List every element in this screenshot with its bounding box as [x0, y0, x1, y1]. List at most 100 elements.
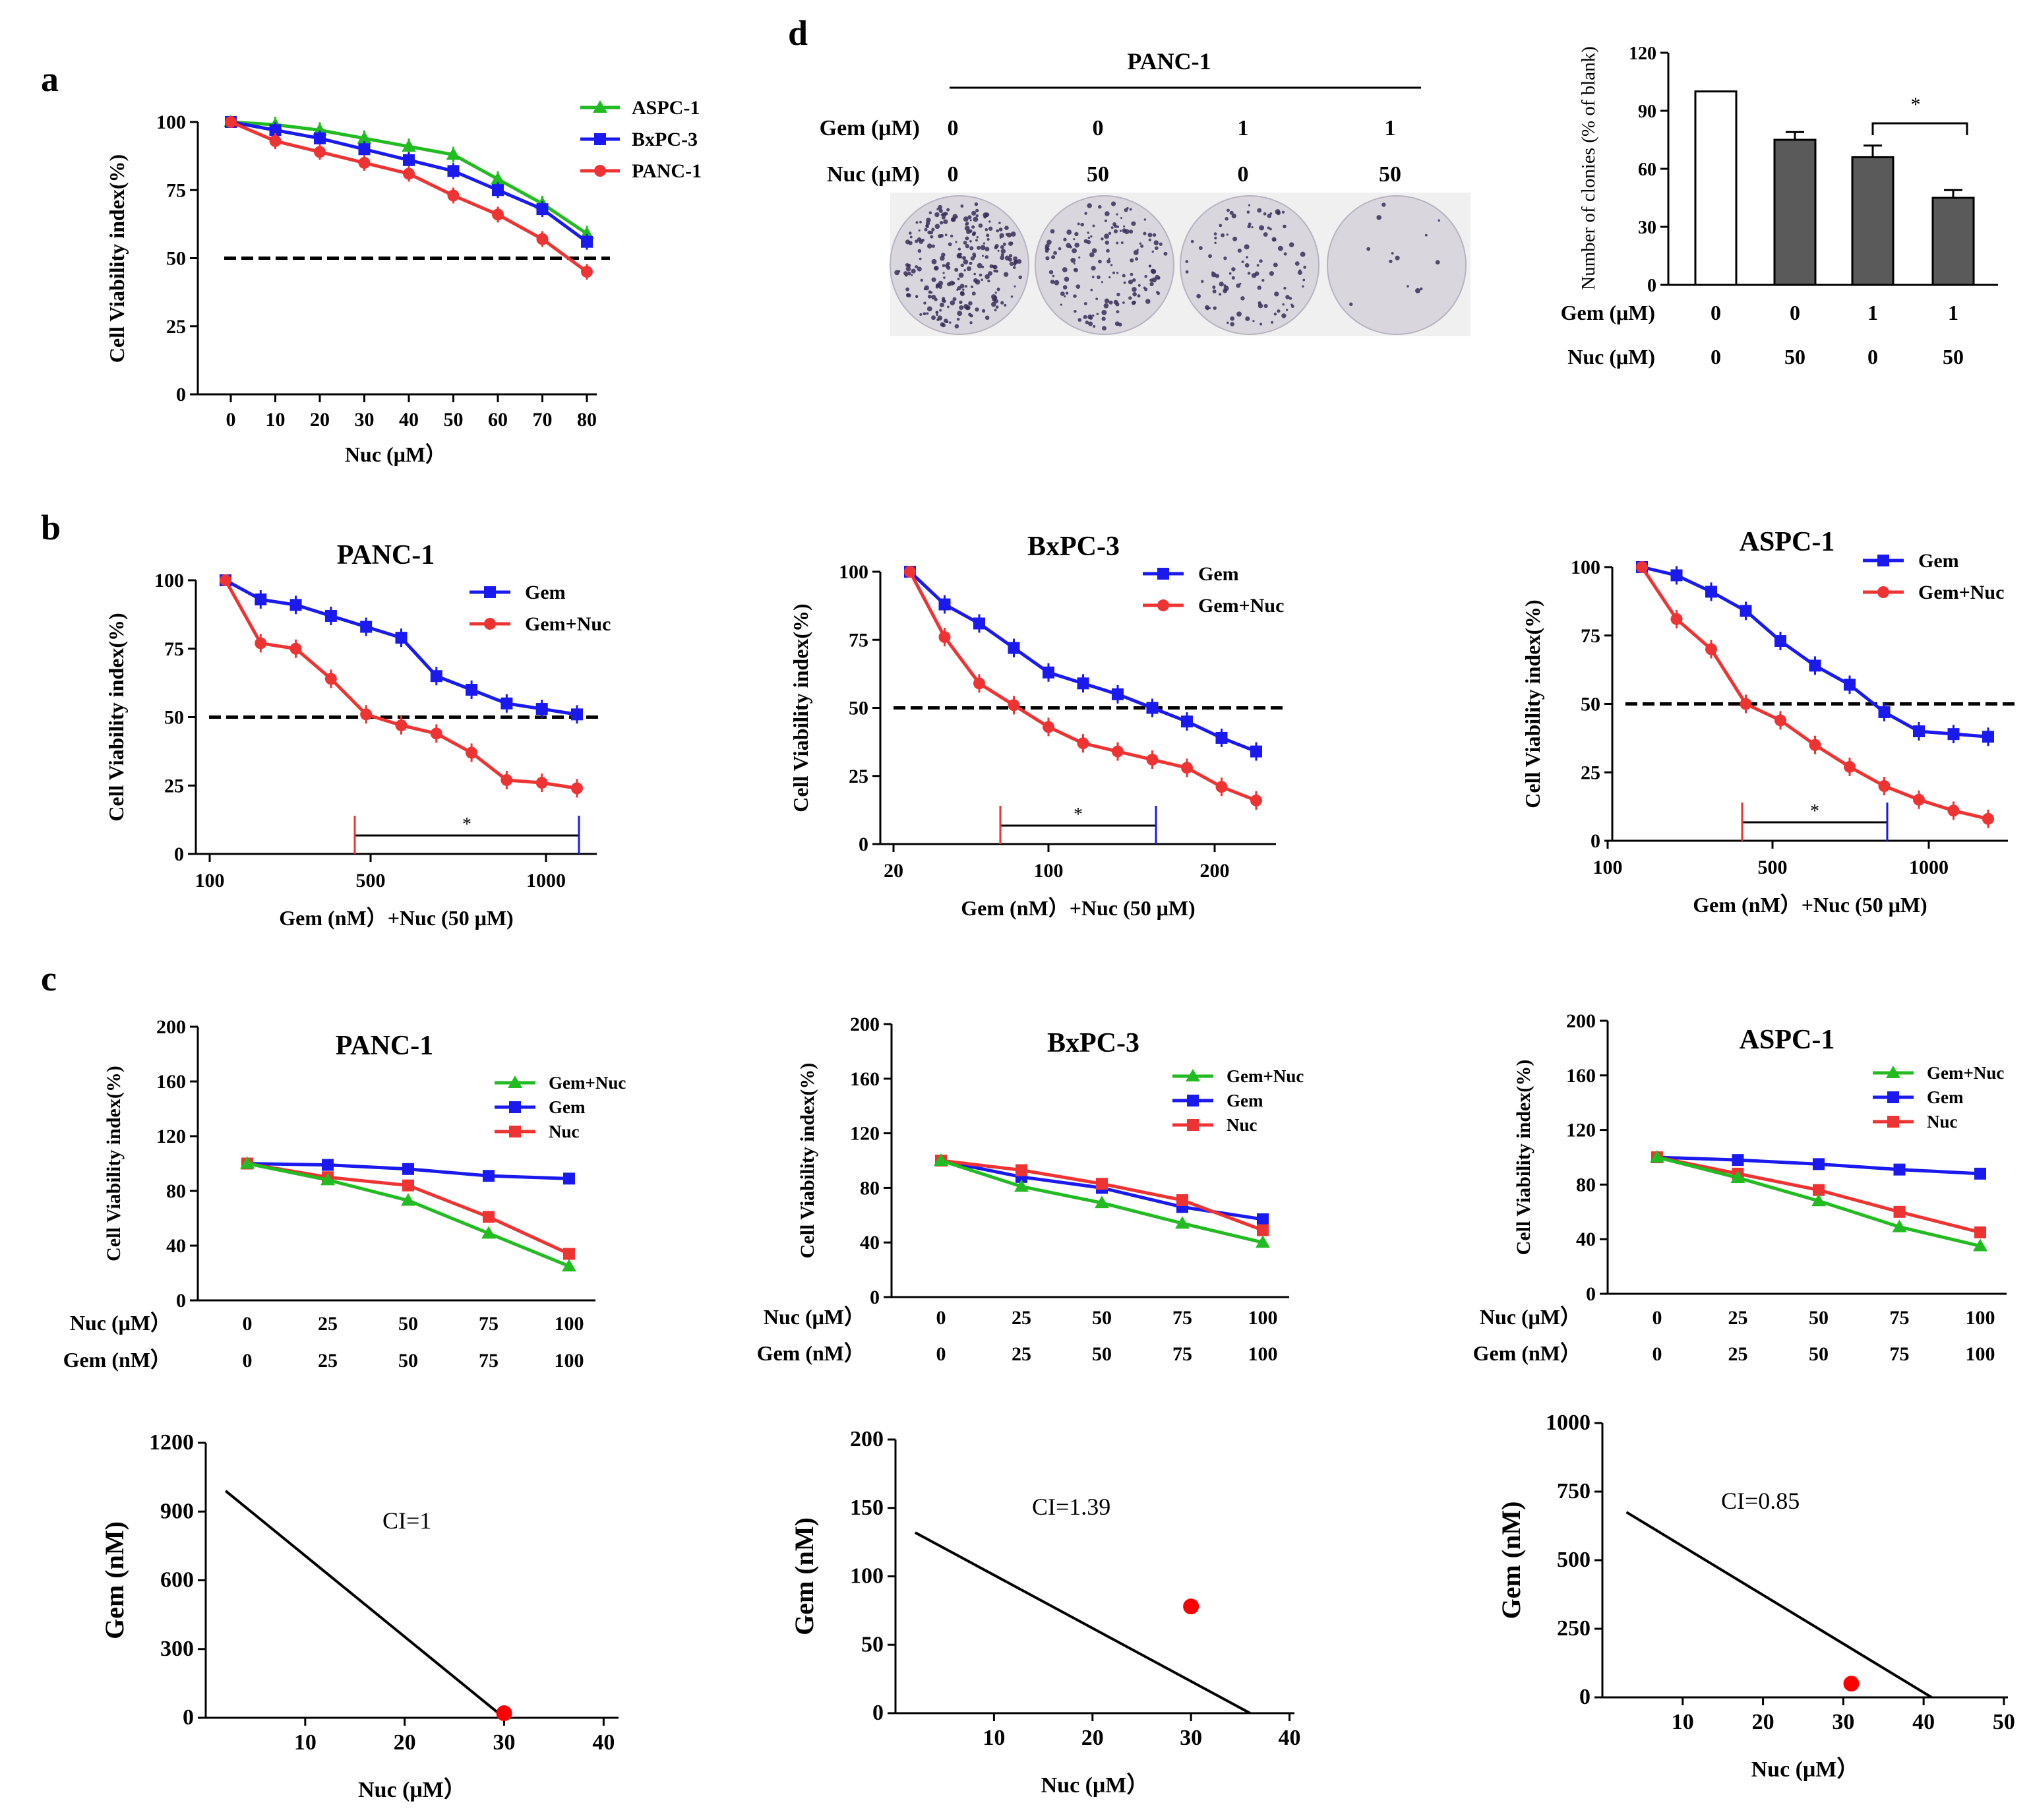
colony [1098, 259, 1102, 264]
x-tick-label: 200 [1200, 860, 1230, 882]
data-point [255, 637, 267, 650]
row-label-nuc: Nuc (μM） [764, 1305, 865, 1329]
nuc-dose-label: 50 [1092, 1307, 1112, 1329]
nuc-dose-label: 75 [1890, 1307, 1910, 1329]
chart-d-colony-bars: 0 30 60 90 120 0 0 0 50 1 0 1 50 Gem (μM) Nuc (μM) * Num… [1561, 44, 1998, 369]
colony [1119, 229, 1122, 232]
colony [1110, 201, 1116, 206]
y-tick-label: 0 [859, 834, 868, 855]
colony [969, 239, 972, 243]
x-tick-label: 60 [488, 409, 508, 431]
y-tick-label: 150 [850, 1496, 884, 1520]
data-point [403, 167, 415, 180]
legend-label: Gem [1198, 563, 1239, 585]
colony [1018, 275, 1022, 280]
data-point [1893, 1163, 1906, 1176]
colony [1140, 244, 1144, 248]
colony [947, 282, 952, 287]
colony [949, 321, 952, 324]
colony [1083, 302, 1087, 305]
colony [1230, 316, 1235, 321]
y-tick-label: 75 [849, 629, 868, 651]
colony [1201, 280, 1204, 283]
x-tick-label: 10 [266, 409, 286, 431]
colony [1227, 208, 1230, 212]
colony [1128, 296, 1132, 300]
colony [982, 255, 985, 257]
y-tick-label: 40 [1576, 1228, 1596, 1250]
colony [1237, 249, 1242, 253]
colony [905, 293, 910, 297]
significance-bracket [1871, 122, 1968, 135]
colony [1240, 296, 1245, 301]
colony [1048, 270, 1054, 274]
colony [1052, 274, 1055, 278]
colony [1244, 244, 1250, 250]
nuc-dose-label: 100 [1966, 1307, 1995, 1329]
colony [1114, 321, 1120, 326]
plate-gem-dose: 0 [1093, 116, 1104, 140]
data-point [563, 1172, 575, 1185]
colony [915, 221, 919, 224]
colony [968, 301, 973, 306]
colony [942, 299, 946, 303]
colony [1010, 231, 1016, 237]
colony [1069, 245, 1072, 249]
y-tick-label: 80 [1576, 1174, 1596, 1196]
colony [960, 204, 964, 208]
gem-dose-label: 0 [936, 1343, 946, 1365]
colony [911, 268, 916, 274]
colony [1231, 213, 1236, 219]
colony [968, 313, 972, 317]
y-tick-label: 120 [1629, 44, 1656, 64]
colony [978, 223, 983, 228]
colony [1226, 233, 1228, 236]
chart-c-bxpc3: 0 40 80 120 160 200 0 0 25 25 50 50 75 75 100 100 Nuc (μ… [757, 1014, 1304, 1365]
chart-title: ASPC-1 [1740, 527, 1835, 557]
data-point [320, 1172, 335, 1186]
nuc-dose-label: 25 [318, 1313, 338, 1335]
legend-label: ASPC-1 [632, 97, 700, 119]
colony [1091, 266, 1096, 271]
colony [975, 307, 979, 312]
colony [938, 204, 943, 210]
colony [965, 244, 969, 249]
colony [996, 229, 1000, 233]
y-axis-title: Gem (nM) [789, 1517, 819, 1635]
colony [961, 256, 966, 260]
colony [919, 220, 922, 224]
colony [1122, 301, 1125, 304]
data-point [535, 777, 548, 789]
colony [1254, 271, 1259, 276]
colony [931, 315, 936, 320]
colony [1113, 299, 1118, 305]
colony [971, 232, 976, 237]
colony [1101, 326, 1106, 331]
data-point [225, 116, 237, 128]
gem-dose-label: 0 [1652, 1343, 1662, 1365]
bar-row-label-gem: Gem (μM) [1561, 301, 1655, 324]
chart-title: BxPC-3 [1047, 1028, 1139, 1058]
data-point [938, 631, 951, 644]
data-point [466, 684, 478, 696]
colony [1098, 204, 1102, 209]
data-point [580, 226, 594, 239]
colony [931, 277, 936, 282]
chart-title: BxPC-3 [1027, 531, 1120, 562]
gem-dose-label: 100 [1966, 1343, 1995, 1365]
colony [1093, 324, 1096, 328]
colony [1273, 262, 1278, 268]
colony [936, 208, 939, 211]
panel-label-b: b [41, 508, 61, 547]
data-point [466, 746, 478, 759]
data-point [934, 1153, 948, 1166]
colony [1108, 300, 1113, 305]
legend-marker [1157, 599, 1169, 611]
data-point [1813, 1184, 1825, 1196]
colony [1062, 285, 1068, 289]
colony [1366, 247, 1371, 251]
colony [979, 273, 983, 277]
colony [963, 259, 969, 265]
colony [1247, 272, 1251, 275]
colony [1185, 270, 1189, 274]
